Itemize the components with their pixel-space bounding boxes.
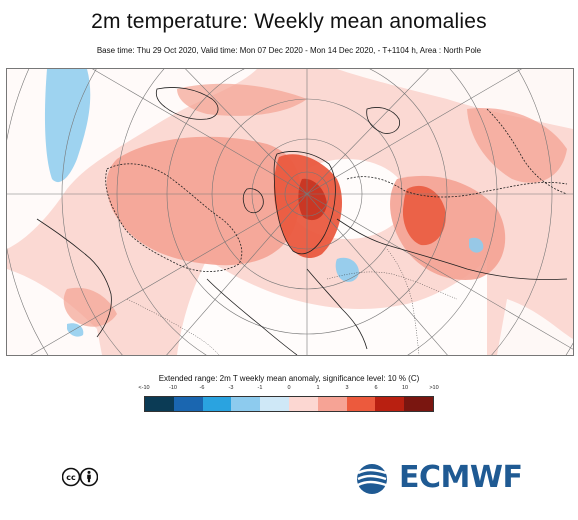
legend-swatch: [404, 397, 433, 411]
strong-warm-central-siberia: [402, 185, 446, 246]
legend-tick: 10: [401, 385, 409, 391]
legend-title: Extended range: 2m T weekly mean anomaly…: [158, 374, 420, 383]
legend-tick: -10: [169, 385, 177, 391]
borders: [126, 248, 458, 355]
figure-title: 2m temperature: Weekly mean anomalies: [91, 10, 487, 33]
legend-colorbar: [144, 396, 434, 412]
anomaly-map: [6, 68, 574, 356]
ecmwf-logo-icon: [354, 462, 524, 496]
meridians: [7, 69, 573, 355]
cold-zone-europe: [335, 257, 359, 282]
legend-swatch: [173, 397, 203, 411]
legend-swatch: [145, 397, 174, 411]
legend-swatch: [288, 397, 318, 411]
cold-zone-asia: [469, 237, 484, 253]
legend-swatch: [231, 397, 261, 411]
neutral-zone-south: [177, 259, 487, 355]
legend-swatch: [346, 397, 376, 411]
legend-tick: 1: [316, 385, 320, 391]
svg-text:cc: cc: [66, 473, 76, 482]
legend-swatch: [260, 397, 289, 411]
cold-zone-pacific: [44, 69, 91, 183]
very-strong-warm-core: [298, 178, 327, 221]
legend-tick: 6: [374, 385, 378, 391]
cc-by-license-icon[interactable]: cc: [61, 467, 99, 487]
warm-zone-west: [63, 287, 117, 327]
legend-tick: <-10: [138, 385, 150, 391]
legend-tick-labels: <-10 -10 -6 -3 -1 0 1 3 6 10 >10: [131, 385, 447, 395]
legend-tick: >10: [429, 385, 439, 391]
legend-tick: 3: [345, 385, 349, 391]
legend-swatch: [375, 397, 405, 411]
warm-zone-east: [467, 108, 567, 183]
warm-zone-north: [177, 83, 307, 116]
legend-swatch: [202, 397, 232, 411]
coastlines: [36, 87, 568, 355]
legend-tick: -1: [257, 385, 263, 391]
legend-tick: 0: [287, 385, 291, 391]
figure-subtitle: Base time: Thu 29 Oct 2020, Valid time: …: [96, 46, 482, 55]
ecmwf-wordmark: ECMWF: [399, 460, 523, 495]
legend-swatch: [317, 397, 347, 411]
legend-tick: -6: [199, 385, 205, 391]
legend-tick: -3: [228, 385, 234, 391]
map-canvas: [7, 69, 573, 355]
